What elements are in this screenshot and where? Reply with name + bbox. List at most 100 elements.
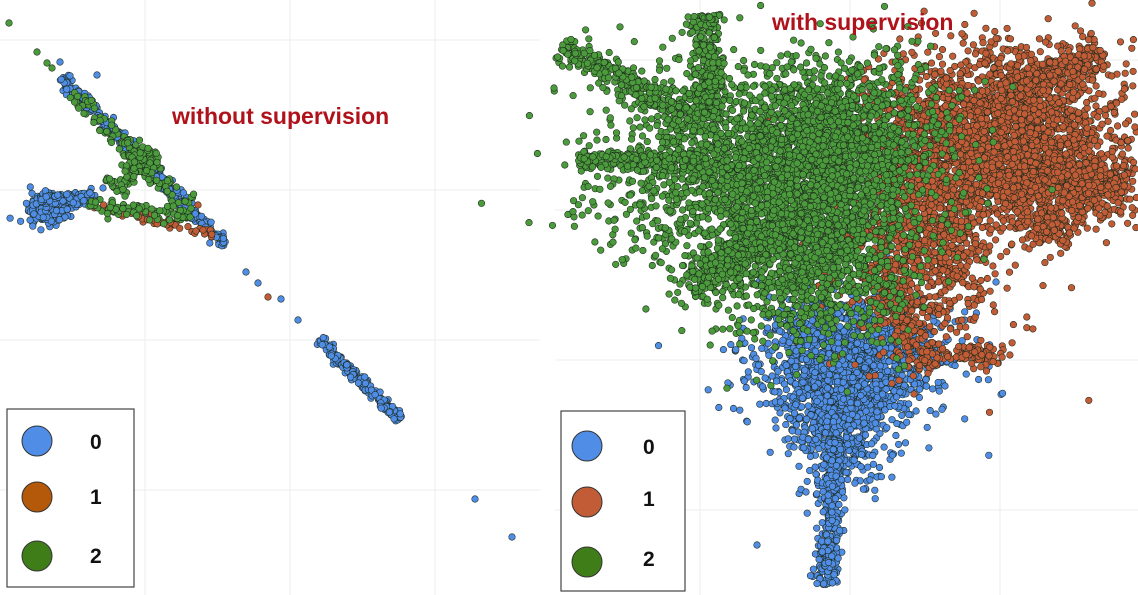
scatter-point-class-0 (830, 571, 838, 579)
scatter-point-class-0 (999, 389, 1007, 397)
scatter-point-class-0 (934, 378, 942, 386)
scatter-point-class-0 (776, 327, 784, 335)
scatter-point-class-0 (806, 452, 815, 461)
scatter-point-class-0 (786, 415, 794, 423)
scatter-point-class-0 (820, 365, 828, 373)
scatter-point-class-0 (799, 378, 807, 386)
scatter-point-class-0 (17, 217, 25, 225)
scatter-point-class-1 (991, 27, 999, 36)
scatter-point-class-2 (186, 213, 194, 221)
scatter-point-class-0 (823, 417, 831, 425)
scatter-point-class-0 (828, 579, 836, 587)
scatter-point-class-0 (861, 431, 870, 439)
scatter-point-class-1 (208, 230, 216, 238)
scatter-point-class-0 (877, 401, 885, 409)
scatter-point-class-2 (169, 202, 177, 210)
scatter-point-class-1 (975, 77, 983, 85)
scatter-point-class-0 (754, 361, 763, 369)
scatter-point-class-2 (115, 145, 123, 153)
scatter-point-class-0 (757, 368, 765, 376)
scatter-point-class-0 (851, 479, 859, 487)
scatter-point-class-2 (113, 187, 121, 195)
scatter-point-class-0 (839, 378, 847, 386)
scatter-point-class-0 (22, 199, 30, 207)
scatter-point-class-0 (824, 537, 832, 545)
scatter-point-class-0 (792, 362, 800, 370)
scatter-point-class-0 (56, 216, 64, 224)
scatter-point-class-1 (1071, 22, 1079, 30)
scatter-point-class-0 (922, 382, 930, 390)
scatter-point-class-0 (354, 379, 362, 387)
scatter-point-class-0 (781, 404, 789, 412)
scatter-point-class-0 (803, 477, 811, 485)
scatter-point-class-0 (862, 342, 870, 351)
scatter-point-class-1 (1129, 36, 1137, 44)
scatter-point-class-2 (119, 185, 127, 193)
scatter-point-class-0 (254, 279, 262, 287)
scatter-point-class-1 (1036, 48, 1044, 56)
scatter-point-class-0 (753, 541, 761, 549)
scatter-point-class-0 (873, 408, 881, 416)
scatter-point-class-0 (318, 341, 326, 349)
scatter-point-class-1 (1044, 15, 1052, 23)
scatter-point-class-0 (780, 380, 788, 388)
scatter-point-class-0 (806, 467, 814, 475)
left-scatter-points (5, 19, 516, 541)
scatter-point-class-2 (80, 109, 88, 118)
scatter-point-class-0 (93, 71, 101, 79)
scatter-point-class-2 (124, 139, 132, 147)
scatter-point-class-2 (43, 59, 51, 67)
scatter-point-class-0 (86, 189, 94, 197)
scatter-point-class-2 (5, 19, 13, 27)
scatter-point-class-1 (946, 67, 954, 75)
scatter-point-class-2 (145, 176, 153, 184)
scatter-point-class-0 (740, 377, 748, 385)
scatter-point-class-0 (766, 448, 774, 456)
scatter-point-class-0 (752, 354, 760, 362)
scatter-point-class-0 (26, 183, 34, 191)
scatter-point-class-0 (319, 334, 327, 342)
scatter-point-class-0 (847, 398, 855, 407)
scatter-point-class-0 (761, 374, 769, 382)
scatter-point-class-1 (927, 59, 936, 67)
scatter-point-class-0 (808, 425, 816, 433)
scatter-point-class-2 (96, 116, 104, 124)
scatter-point-class-0 (804, 402, 812, 410)
scatter-point-class-0 (842, 468, 850, 476)
scatter-point-class-1 (938, 60, 947, 68)
scatter-point-class-0 (771, 388, 779, 396)
scatter-point-class-0 (857, 391, 865, 400)
scatter-point-class-0 (922, 375, 930, 384)
scatter-point-class-0 (841, 506, 849, 514)
scatter-point-class-0 (873, 385, 881, 393)
scatter-point-class-0 (179, 189, 187, 197)
scatter-point-class-0 (219, 234, 227, 243)
scatter-point-class-0 (853, 368, 861, 376)
scatter-point-class-0 (925, 444, 933, 452)
scatter-point-class-0 (893, 420, 901, 428)
scatter-point-class-0 (896, 388, 904, 396)
scatter-point-class-0 (916, 385, 924, 393)
scatter-point-class-0 (812, 435, 820, 444)
scatter-point-class-0 (37, 226, 45, 234)
scatter-point-class-1 (1121, 69, 1129, 77)
scatter-point-class-1 (970, 9, 978, 17)
scatter-point-class-2 (121, 192, 129, 200)
scatter-point-class-1 (1128, 44, 1136, 52)
scatter-point-class-1 (964, 47, 972, 55)
scatter-point-class-0 (905, 411, 913, 419)
scatter-point-class-2 (160, 220, 168, 228)
scatter-point-class-0 (771, 416, 779, 424)
scatter-point-class-0 (63, 190, 71, 198)
scatter-point-class-0 (961, 415, 969, 423)
scatter-point-class-0 (790, 409, 799, 417)
scatter-point-class-0 (819, 508, 827, 516)
scatter-point-class-0 (803, 384, 812, 392)
scatter-point-class-0 (371, 391, 379, 399)
scatter-point-class-0 (858, 450, 866, 459)
scatter-point-class-0 (377, 404, 385, 412)
scatter-point-class-2 (163, 187, 171, 195)
scatter-point-class-0 (866, 476, 874, 484)
scatter-point-class-0 (890, 387, 898, 395)
